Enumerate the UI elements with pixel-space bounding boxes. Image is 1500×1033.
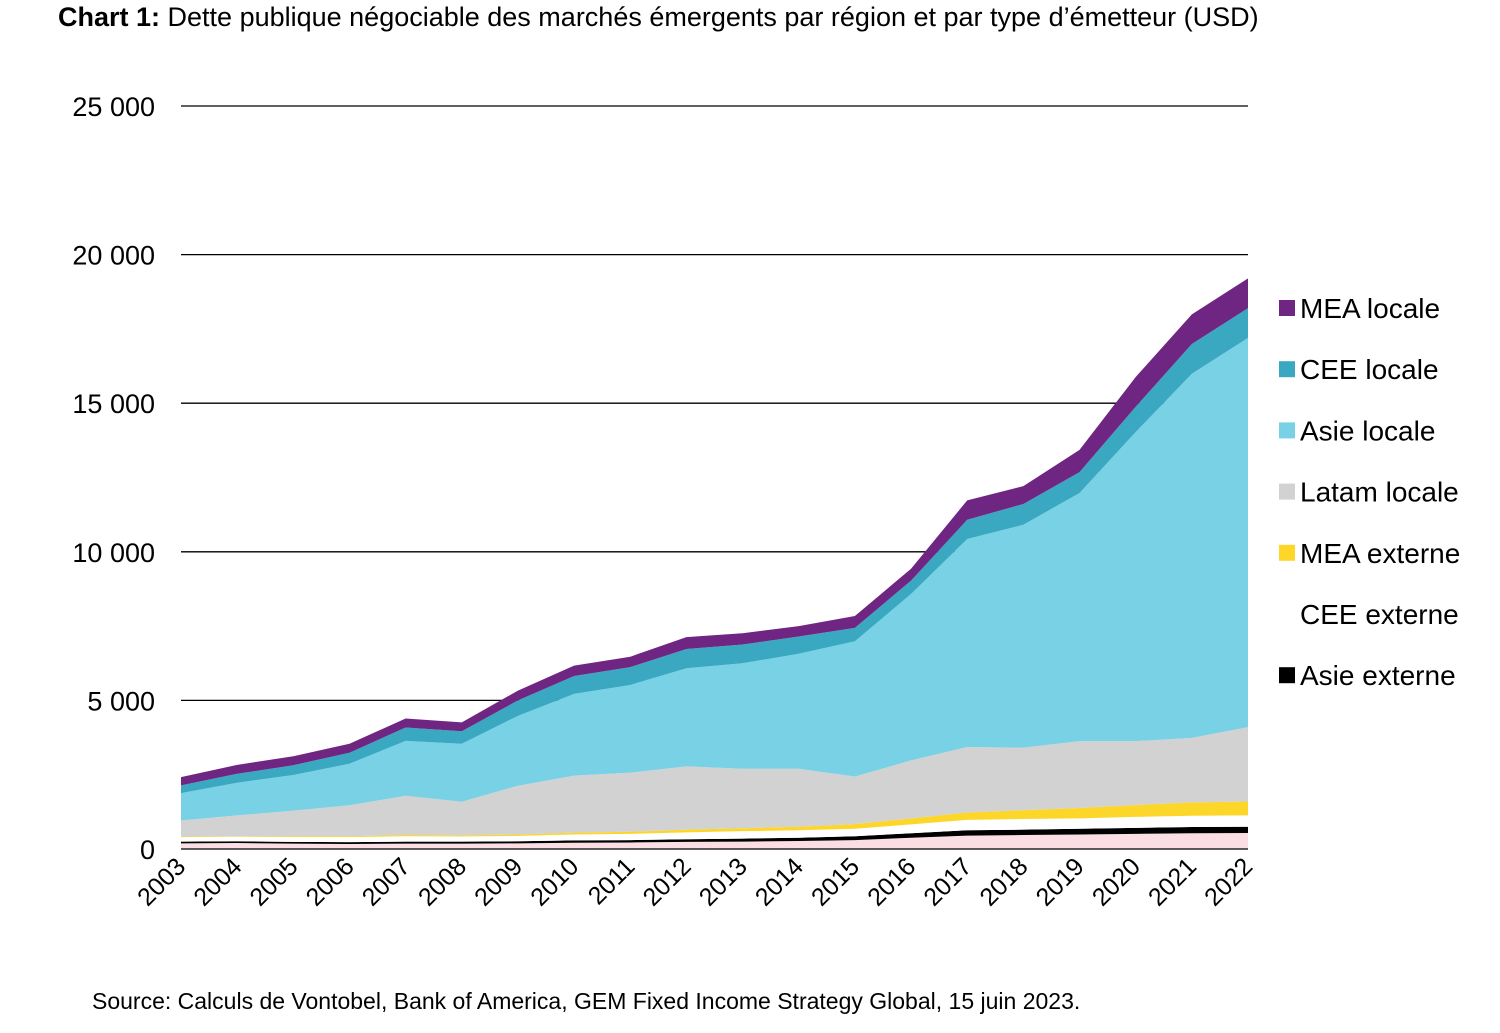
x-tick-label: 2005 [244, 852, 303, 911]
legend-swatch [1279, 300, 1295, 316]
area-base [181, 832, 1248, 849]
area-latam-locale [181, 727, 1248, 837]
source-note: Source: Calculs de Vontobel, Bank of Ame… [92, 988, 1081, 1014]
x-tick-label: 2004 [188, 852, 247, 911]
area-series [181, 278, 1248, 849]
y-tick-label: 20 000 [72, 241, 155, 271]
x-tick-label: 2021 [1143, 852, 1202, 911]
legend-swatch [1279, 422, 1295, 439]
x-tick-label: 2014 [750, 852, 809, 911]
x-tick-label: 2013 [694, 852, 753, 911]
area-mea-externe [181, 801, 1248, 838]
x-tick-label: 2011 [583, 852, 641, 910]
stacked-area-chart: 0 5 000 10 000 15 000 20 000 25 000 200320042… [72, 92, 1460, 912]
chart-title-prefix: Chart 1: [58, 2, 161, 32]
legend-swatch [1279, 544, 1295, 561]
y-tick-label: 0 [140, 835, 155, 865]
legend-label: Asie externe [1300, 660, 1456, 691]
legend-swatch [1279, 667, 1295, 684]
y-tick-label: 25 000 [72, 92, 155, 122]
area-asie-externe [181, 826, 1248, 844]
x-tick-label: 2022 [1199, 852, 1258, 911]
x-tick-label: 2019 [1031, 852, 1090, 911]
legend-label: Asie locale [1300, 415, 1435, 446]
legend-swatch [1279, 606, 1295, 622]
x-tick-label: 2010 [525, 852, 584, 911]
chart-title-text: Dette publique négociable des marchés ém… [167, 2, 1259, 32]
y-tick-label: 15 000 [72, 389, 155, 419]
x-tick-label: 2006 [301, 852, 360, 911]
x-tick-label: 2018 [974, 852, 1033, 911]
legend-label: Latam locale [1300, 477, 1459, 508]
y-axis: 0 5 000 10 000 15 000 20 000 25 000 [72, 92, 155, 865]
legend-swatch [1279, 483, 1295, 500]
x-axis: 2003200420052006200720082009201020112012… [132, 848, 1258, 912]
y-tick-label: 10 000 [72, 538, 155, 568]
legend: MEA locale CEE locale Asie locale Latam loc… [1279, 293, 1460, 691]
area-cee-externe [181, 815, 1248, 843]
x-tick-label: 2009 [469, 852, 528, 911]
area-asie-locale [181, 337, 1248, 821]
legend-label: MEA locale [1300, 293, 1440, 324]
x-tick-label: 2008 [413, 852, 472, 911]
x-tick-label: 2007 [357, 852, 416, 911]
y-tick-label: 5 000 [87, 686, 155, 716]
x-tick-label: 2017 [918, 852, 977, 911]
chart-title: Chart 1: Dette publique négociable des m… [58, 2, 1259, 33]
x-tick-label: 2012 [638, 852, 697, 911]
legend-label: CEE locale [1300, 354, 1439, 385]
legend-label: MEA externe [1300, 538, 1460, 569]
x-tick-label: 2015 [806, 852, 865, 911]
legend-label: CEE externe [1300, 599, 1459, 630]
x-tick-label: 2020 [1087, 852, 1146, 911]
legend-swatch [1279, 361, 1295, 378]
x-tick-label: 2016 [862, 852, 921, 911]
